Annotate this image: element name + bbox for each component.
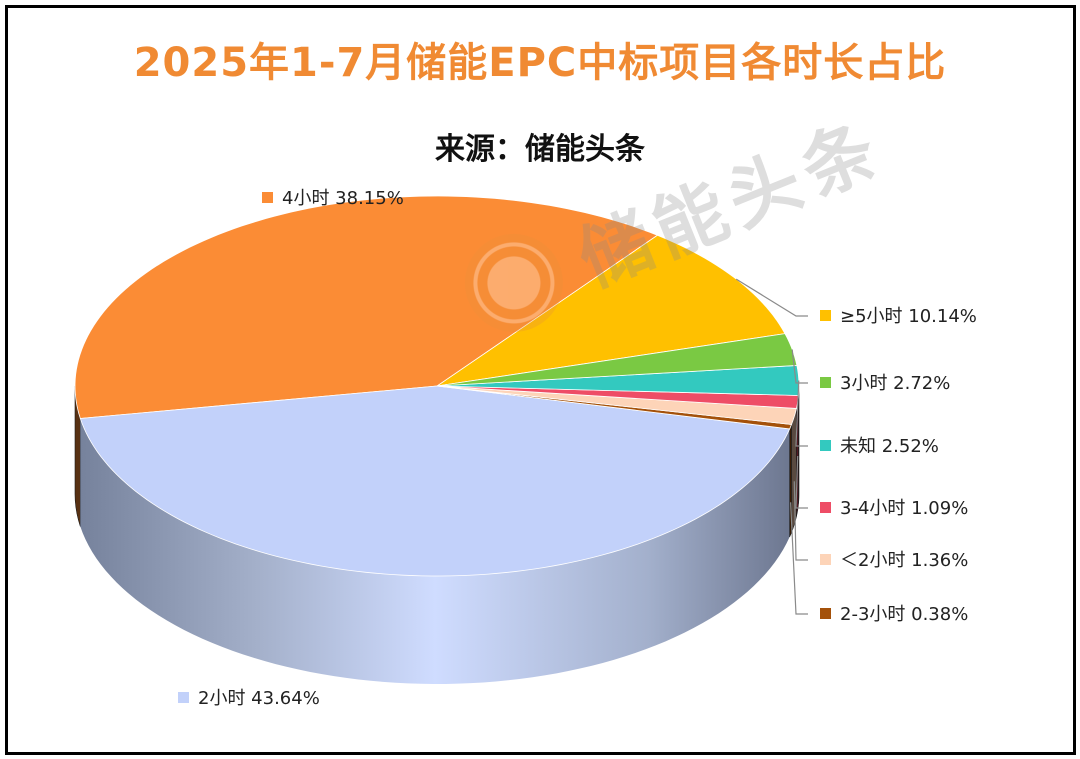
data-label-ge5h: ≥5小时 10.14%: [840, 306, 977, 327]
data-label-3to4h: 3-4小时 1.09%: [840, 498, 968, 519]
legend-swatch-2h: [178, 692, 189, 703]
side-wall-2h: [80, 418, 790, 684]
legend-swatch-2to3h: [820, 608, 831, 619]
chart-subtitle: 来源：储能头条: [435, 132, 645, 167]
data-label-4h: 4小时 38.15%: [282, 188, 404, 209]
slice-ge5h: [436, 234, 786, 387]
slice-4h: [74, 195, 659, 419]
leader-line-3h: [791, 349, 808, 384]
legend-swatch-unknown: [820, 440, 831, 451]
legend-swatch-lt2h: [820, 554, 831, 565]
side-wall-lt2h: [791, 408, 797, 533]
chart-title: 2025年1-7月储能EPC中标项目各时长占比: [133, 40, 947, 86]
leader-line-ge5h: [735, 278, 808, 317]
data-label-2h: 2小时 43.64%: [198, 688, 320, 709]
leader-line-2to3h: [790, 502, 808, 615]
leader-line-3to4h: [795, 455, 808, 509]
legend-swatch-ge5h: [820, 310, 831, 321]
legend-swatch-3h: [820, 377, 831, 388]
data-labels: ≥5小时 10.14% 4小时 38.15% 2小时 43.64% 2-3小时 0.3…: [178, 188, 977, 709]
leader-line-unknown: [795, 380, 808, 447]
pie-side-walls: [74, 385, 800, 684]
data-label-3h: 3小时 2.72%: [840, 373, 950, 394]
data-label-2to3h: 2-3小时 0.38%: [840, 604, 968, 625]
pie-top-slices: [74, 195, 800, 577]
legend-swatch-4h: [262, 192, 273, 203]
data-label-unknown: 未知 2.52%: [840, 436, 939, 457]
leader-lines: [735, 278, 808, 615]
legend-swatch-3to4h: [820, 502, 831, 513]
leader-line-lt2h: [793, 481, 808, 561]
slice-2h: [79, 385, 791, 577]
data-label-lt2h: ＜2小时 1.36%: [840, 550, 968, 571]
